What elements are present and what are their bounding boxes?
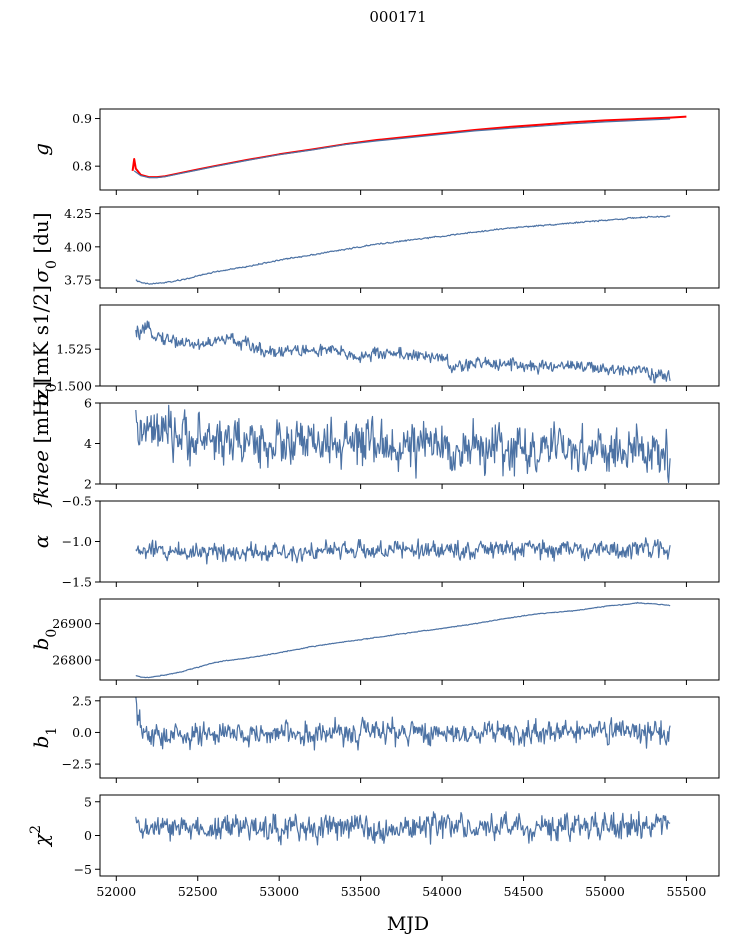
x-tick-label: 54500: [504, 884, 544, 899]
y-tick-label: 1.500: [56, 379, 92, 394]
panel-3-series-1: [135, 320, 671, 384]
panel-6-frame: [99, 598, 720, 681]
panel-1-series-2: [133, 118, 671, 179]
x-tick-label: 55500: [667, 884, 707, 899]
x-tick-label: 54000: [422, 884, 462, 899]
figure-title: 000171: [369, 8, 426, 26]
y-tick-label: 2: [84, 477, 92, 492]
panel-7-series-1: [135, 697, 671, 751]
panel-5-y-label: α: [29, 534, 53, 548]
panel-5: −1.5 −1.0 −0.5 α: [29, 494, 720, 590]
panel-3-frame: [99, 304, 720, 387]
x-axis-label: MJD: [387, 913, 429, 935]
panel-8-y-label: χ2: [28, 825, 53, 848]
y-tick-label: 6: [84, 396, 92, 411]
y-tick-label: 0: [84, 828, 92, 843]
x-tick-label: 55000: [585, 884, 625, 899]
panel-1-frame: [99, 108, 720, 191]
panel-7: −2.5 0.0 2.5 b1: [29, 693, 720, 783]
x-tick-label: 52500: [178, 884, 218, 899]
y-tick-label: −2.5: [62, 757, 92, 772]
panel-6-y-label: b0: [29, 629, 60, 651]
panel-2-frame: [99, 206, 720, 289]
y-tick-label: 2.5: [72, 693, 92, 708]
y-tick-label: 4.25: [64, 206, 92, 221]
x-tick-label: 53000: [259, 884, 299, 899]
panel-7-y-label: b1: [29, 727, 60, 749]
panel-3-y-label: σ0[mK s1/2]: [29, 285, 60, 406]
x-tick-label: 53500: [341, 884, 381, 899]
panel-4: 2 4 6 fknee [mHz]: [29, 381, 720, 508]
y-tick-label: −0.5: [62, 494, 92, 509]
panel-5-frame: [99, 500, 720, 583]
y-tick-label: −5: [74, 862, 92, 877]
y-tick-label: 0.9: [72, 111, 92, 126]
y-tick-label: 3.75: [64, 273, 92, 288]
y-tick-label: 0.0: [72, 725, 92, 740]
y-tick-label: 4.00: [64, 239, 92, 254]
y-tick-label: 4: [84, 436, 92, 451]
panel-1-y-label: g: [29, 143, 53, 156]
panel-1-series-1: [131, 115, 687, 179]
y-tick-label: 0.8: [72, 159, 92, 174]
y-tick-label: 26900: [52, 616, 92, 631]
panel-7-frame: [99, 696, 720, 779]
y-tick-label: −1.5: [62, 575, 92, 590]
panel-6-series-1: [135, 601, 671, 679]
panel-8: −5 0 5 52000 52500 53000 53500 54000 54500 55000 5…: [28, 794, 720, 899]
panel-4-series-1: [135, 404, 671, 483]
panel-2-y-label: σ0 [du]: [29, 212, 60, 282]
panel-8-series-1: [135, 811, 671, 846]
y-tick-label: 1.525: [56, 342, 92, 357]
panel-2-series-1: [135, 215, 671, 285]
panels-group: 0.8 0.9 g 3.75 4.00 4.25 σ0 [du] 1.500 1.525σ0[m…: [28, 108, 720, 899]
y-tick-label: −1.0: [62, 534, 92, 549]
y-tick-label: 5: [84, 794, 92, 809]
y-tick-label: 26800: [52, 653, 92, 668]
panel-1: 0.8 0.9 g: [29, 108, 720, 195]
panel-2: 3.75 4.00 4.25 σ0 [du]: [29, 206, 720, 293]
x-tick-label: 52000: [96, 884, 136, 899]
panel-4-y-label: fknee [mHz]: [29, 381, 53, 508]
panel-5-series-1: [135, 537, 671, 565]
